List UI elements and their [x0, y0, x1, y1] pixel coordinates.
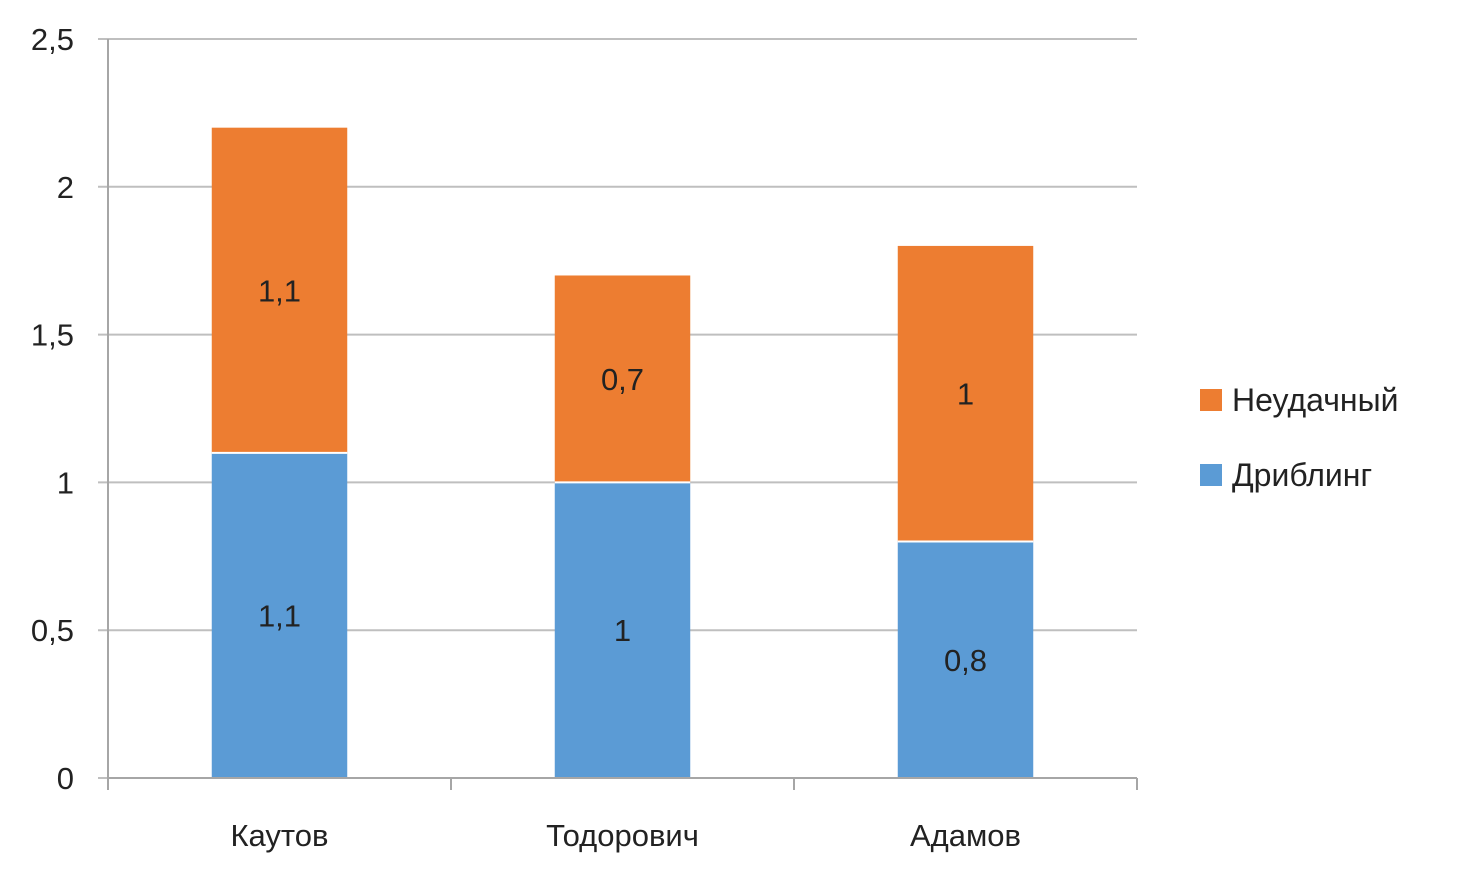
- y-tick-label: 1: [57, 465, 74, 500]
- legend-swatch: [1200, 389, 1222, 411]
- legend-swatch: [1200, 464, 1222, 486]
- data-label: 1: [957, 377, 974, 412]
- x-category-label: Адамов: [910, 818, 1021, 853]
- legend-label: Неудачный: [1232, 382, 1398, 418]
- y-tick-label: 0,5: [31, 613, 74, 648]
- y-tick-label: 2,5: [31, 22, 74, 57]
- y-tick-label: 2: [57, 170, 74, 205]
- data-label: 1,1: [258, 273, 301, 308]
- data-label: 1: [614, 613, 631, 648]
- y-tick-label: 0: [57, 761, 74, 796]
- bars: [212, 128, 1033, 778]
- x-category-label: Тодорович: [546, 818, 699, 853]
- data-label: 0,8: [944, 643, 987, 678]
- data-label: 1,1: [258, 598, 301, 633]
- data-label: 0,7: [601, 362, 644, 397]
- legend: Неудачный Дриблинг: [1200, 382, 1398, 493]
- labels: 0 0,5 1 1,5 2 2,5 1,1 1,1 Каутов 1 0,7 Тодорович 0,8…: [31, 22, 1021, 853]
- y-tick-label: 1,5: [31, 318, 74, 353]
- x-category-label: Каутов: [230, 818, 328, 853]
- legend-label: Дриблинг: [1232, 457, 1372, 493]
